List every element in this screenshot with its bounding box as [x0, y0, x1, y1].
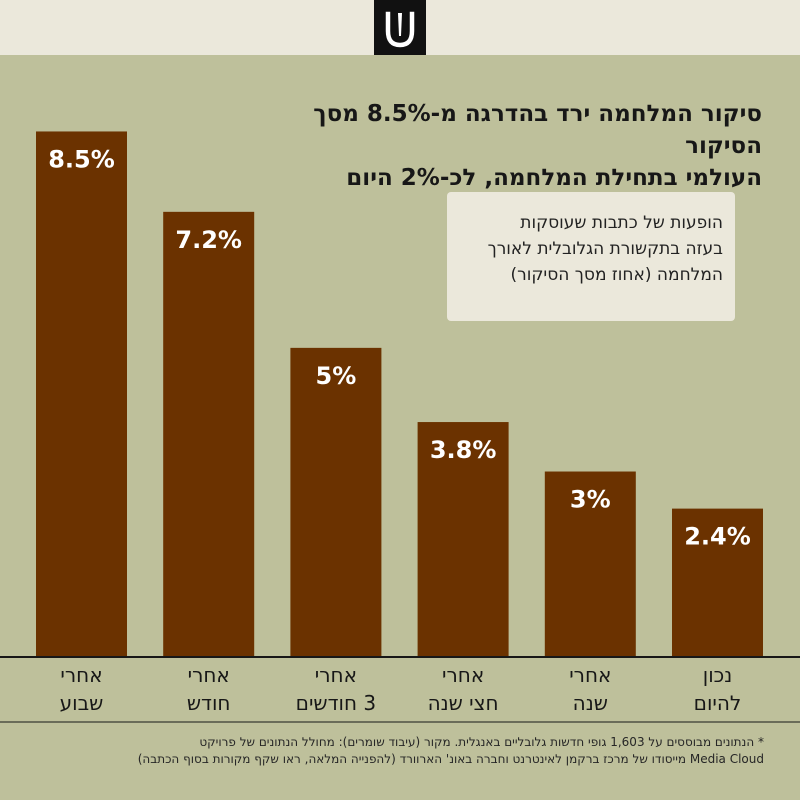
bar-value-label: 5%: [316, 362, 357, 390]
bar-value-label: 7.2%: [175, 226, 242, 254]
u-bell-logo-icon: [374, 0, 426, 55]
chart-bar: [290, 347, 382, 657]
bar-value-label: 2.4%: [684, 523, 751, 551]
footnote: * הנתונים מבוססים על 1,603 גופי חדשות גל…: [137, 735, 764, 766]
bar-value-label: 3%: [570, 486, 611, 514]
x-tick-label: שבוע: [60, 691, 104, 715]
x-tick-label: חודש: [187, 691, 231, 715]
legend-text: הופעות של כתבות שעוסקות בעזה בתקשורת הגל…: [487, 213, 723, 285]
chart-bar: [36, 131, 127, 657]
chart-bar: [163, 211, 255, 657]
chart-bar: [417, 422, 509, 657]
x-tick-label: אחרי: [60, 663, 102, 687]
x-tick-label: חצי שנה: [428, 691, 499, 715]
bar-value-label: 3.8%: [430, 436, 497, 464]
chart-title: סיקור המלחמה ירד בהדרגה מ-8.5% מסך הסיקו…: [313, 101, 762, 191]
x-tick-label: להיום: [694, 691, 742, 715]
x-tick-label: אחרי: [442, 663, 484, 687]
x-tick-label: אחרי: [569, 663, 611, 687]
x-tick-label: אחרי: [188, 663, 230, 687]
legend-box: הופעות של כתבות שעוסקות בעזה בתקשורת הגל…: [447, 192, 735, 321]
x-tick-label: 3 חודשים: [296, 691, 376, 715]
top-bar: [0, 0, 800, 55]
chart-bar: [544, 471, 636, 657]
chart-bar: [672, 508, 763, 657]
x-tick-label: שנה: [573, 691, 608, 715]
bar-value-label: 8.5%: [48, 145, 115, 173]
x-tick-label: נכון: [703, 663, 732, 687]
x-tick-label: אחרי: [315, 663, 357, 687]
